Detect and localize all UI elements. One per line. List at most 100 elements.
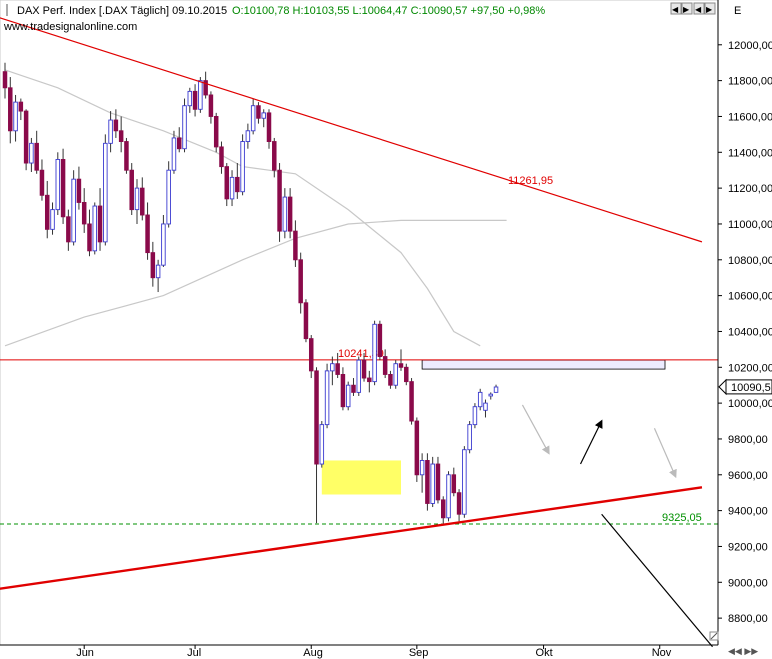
candle-body: [8, 87, 13, 132]
candle-body: [382, 356, 388, 375]
resize-grip-icon[interactable]: [709, 631, 719, 641]
x-axis: Jun Jul Aug Sep Okt Nov: [0, 644, 718, 659]
scale-corner-label: E: [734, 5, 741, 17]
candle-body: [23, 110, 29, 164]
candle-body: [372, 323, 377, 383]
candle-body: [377, 323, 383, 357]
y-tick-label: 11800,00: [728, 76, 772, 88]
candle-body: [13, 101, 18, 132]
candle-body: [261, 112, 266, 119]
y-tick-label: 10200,00: [728, 362, 772, 374]
candle-body: [367, 377, 372, 383]
candle-body: [493, 386, 499, 393]
y-tick-label: 9400,00: [728, 506, 768, 518]
x-tick-label: Jul: [187, 647, 201, 659]
y-tick-label: 11400,00: [728, 147, 772, 159]
candle-body: [60, 159, 66, 218]
candle-body: [229, 176, 235, 200]
candle-body: [435, 463, 441, 501]
nav-button-1-icon: ◀: [672, 5, 679, 14]
last-price-tag-pointer: [718, 378, 727, 396]
trendline-layer: 11261,95: [0, 17, 703, 590]
moving-average-upper: [4, 69, 481, 347]
candle-body: [108, 119, 113, 144]
candle-body: [303, 302, 309, 340]
candle-body: [203, 80, 208, 96]
candle-body: [388, 374, 393, 386]
candle-body: [361, 359, 367, 379]
candle-body: [345, 384, 351, 408]
candle-body: [451, 474, 457, 494]
y-tick-label: 10800,00: [728, 255, 772, 267]
candle-body: [272, 141, 277, 171]
candle-body: [430, 463, 435, 504]
candle-body: [240, 141, 245, 193]
scroll-indicator[interactable]: ◀◀ ▶▶: [727, 645, 758, 656]
source-label: www.tradesignalonline.com: [3, 21, 137, 33]
candle-body: [129, 169, 134, 211]
candle-body: [398, 363, 404, 368]
candle-body: [446, 474, 451, 519]
candle-body: [118, 130, 124, 142]
candle-body: [308, 338, 314, 372]
candle-body: [393, 363, 398, 386]
candle-body: [235, 176, 240, 193]
candle-body: [171, 137, 177, 171]
candle-body: [298, 259, 303, 304]
plot-frame: [0, 0, 719, 646]
candle-body: [39, 169, 45, 196]
nav-button-3[interactable]: [693, 2, 705, 15]
nav-button-2[interactable]: [681, 2, 693, 15]
candle-body: [483, 402, 488, 411]
candle-body: [176, 137, 182, 150]
resistance-zone-box: [421, 359, 666, 370]
zone-layer: [321, 359, 666, 495]
chart-nav-buttons: ◀ ▶ ◀ ▶: [670, 2, 716, 15]
candle-body: [319, 424, 325, 465]
candle-body: [55, 159, 61, 211]
candle-body: [440, 499, 446, 519]
candle-body: [34, 142, 39, 171]
candle-body: [282, 196, 288, 232]
candle-body: [340, 374, 346, 408]
candle-body: [425, 460, 430, 504]
candle-body: [409, 381, 414, 422]
nav-button-4[interactable]: [704, 2, 716, 15]
candle-body: [467, 424, 472, 451]
candle-body: [92, 205, 98, 252]
candle-body: [266, 112, 272, 142]
svg-text:◀◀ ▶▶: ◀◀ ▶▶: [728, 646, 758, 656]
y-tick-label: 8800,00: [728, 613, 768, 625]
candle-body: [419, 460, 425, 476]
candle-body: [245, 130, 251, 142]
candle-body: [277, 169, 282, 232]
nav-button-2-icon: ▶: [683, 5, 690, 14]
lower-trendline: [0, 486, 703, 590]
candle-body: [414, 420, 420, 476]
candle-body: [324, 370, 330, 426]
resistance-line-label: 10241,39: [338, 348, 384, 360]
candle-body: [134, 187, 140, 211]
last-price-label: 10090,5: [731, 382, 771, 394]
candle-body: [161, 223, 166, 266]
candle-body: [456, 492, 462, 515]
y-tick-label: 9200,00: [728, 541, 768, 553]
upper-trendline: [0, 17, 703, 243]
y-tick-label: 12000,00: [728, 40, 772, 52]
candle-body: [192, 90, 198, 110]
candle-body: [150, 252, 156, 279]
candle-body: [250, 105, 256, 132]
candle-body: [198, 80, 203, 110]
nav-button-1[interactable]: [670, 2, 682, 15]
candle-body: [404, 366, 409, 383]
y-axis: 8800,00 9000,00 9200,00 9400,00 9600,00 9800,…: [717, 0, 772, 645]
nav-button-3-icon: ◀: [695, 5, 702, 14]
candle-body: [44, 194, 50, 230]
candle-body: [71, 178, 76, 243]
yellow-highlight-zone: [321, 460, 401, 495]
instrument-title: DAX Perf. Index [.DAX Täglich] 09.10.201…: [17, 5, 227, 17]
x-tick-label: Aug: [303, 647, 323, 659]
candle-body: [256, 105, 261, 119]
y-tick-label: 9600,00: [728, 470, 768, 482]
